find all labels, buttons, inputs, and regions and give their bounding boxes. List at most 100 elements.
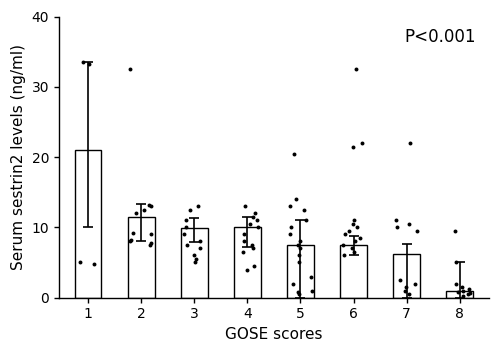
Point — [451, 228, 459, 234]
Point — [254, 217, 262, 223]
Point — [460, 288, 468, 293]
Point — [182, 225, 190, 230]
Point — [465, 286, 473, 292]
Point — [145, 202, 153, 208]
Point — [196, 246, 204, 251]
Point — [351, 239, 359, 244]
Point — [404, 221, 412, 227]
Point — [348, 246, 356, 251]
Bar — [181, 228, 208, 298]
Point — [126, 66, 134, 72]
Point — [454, 289, 462, 295]
Point — [146, 242, 154, 248]
Point — [296, 239, 304, 244]
Point — [129, 230, 137, 236]
Point — [292, 196, 300, 202]
Point — [254, 225, 262, 230]
Bar — [394, 254, 420, 298]
Point — [132, 210, 140, 216]
Y-axis label: Serum sestrin2 levels (ng/ml): Serum sestrin2 levels (ng/ml) — [11, 44, 26, 270]
Point — [126, 239, 134, 244]
Point — [295, 253, 303, 258]
Point — [300, 207, 308, 213]
Point — [350, 221, 358, 227]
Point — [356, 235, 364, 241]
Point — [459, 293, 467, 298]
Point — [296, 246, 304, 251]
Point — [290, 281, 298, 286]
Point — [248, 246, 256, 251]
Point — [452, 260, 460, 265]
Point — [194, 203, 202, 209]
Point — [79, 59, 87, 65]
Point — [148, 232, 156, 237]
Point — [240, 232, 248, 237]
Point — [140, 207, 147, 213]
Point — [286, 232, 294, 237]
Point — [358, 140, 366, 146]
Point — [344, 228, 352, 234]
Point — [290, 151, 298, 156]
Point — [396, 277, 404, 283]
Point — [186, 207, 194, 213]
Point — [242, 203, 250, 209]
Bar — [287, 245, 314, 298]
Point — [458, 284, 466, 290]
Bar — [128, 217, 154, 298]
Bar — [340, 245, 367, 298]
Point — [392, 217, 400, 223]
Point — [406, 140, 414, 146]
Point — [192, 256, 200, 262]
Point — [250, 263, 258, 269]
Point — [352, 66, 360, 72]
Point — [90, 261, 98, 267]
Point — [76, 260, 84, 265]
Point — [191, 260, 199, 265]
Point — [307, 274, 315, 279]
Point — [196, 239, 204, 244]
Point — [352, 225, 360, 230]
Point — [308, 288, 316, 293]
Point — [348, 144, 356, 149]
Point — [287, 225, 295, 230]
Point — [294, 260, 302, 265]
Bar — [75, 150, 102, 298]
X-axis label: GOSE scores: GOSE scores — [225, 327, 322, 342]
Point — [294, 289, 302, 295]
Point — [286, 203, 294, 209]
Point — [452, 281, 460, 286]
Point — [250, 214, 258, 220]
Point — [127, 237, 135, 243]
Point — [464, 291, 472, 297]
Text: P<0.001: P<0.001 — [404, 28, 476, 46]
Point — [302, 217, 310, 223]
Point — [294, 242, 302, 248]
Point — [182, 217, 190, 223]
Point — [243, 267, 251, 272]
Point — [350, 249, 358, 255]
Point — [183, 242, 191, 248]
Point — [146, 240, 154, 246]
Bar — [446, 291, 473, 298]
Point — [412, 228, 420, 234]
Point — [190, 253, 198, 258]
Point — [393, 225, 401, 230]
Point — [180, 232, 188, 237]
Point — [340, 242, 347, 248]
Point — [402, 288, 409, 293]
Point — [248, 242, 256, 248]
Point — [238, 249, 246, 255]
Point — [246, 221, 254, 227]
Point — [350, 217, 358, 223]
Point — [240, 239, 248, 244]
Point — [466, 291, 473, 296]
Point — [412, 281, 420, 286]
Bar — [234, 227, 260, 298]
Point — [296, 291, 304, 297]
Point — [250, 210, 258, 216]
Point — [85, 61, 93, 67]
Point — [340, 253, 347, 258]
Point — [402, 284, 410, 290]
Point — [147, 203, 155, 209]
Point — [341, 232, 349, 237]
